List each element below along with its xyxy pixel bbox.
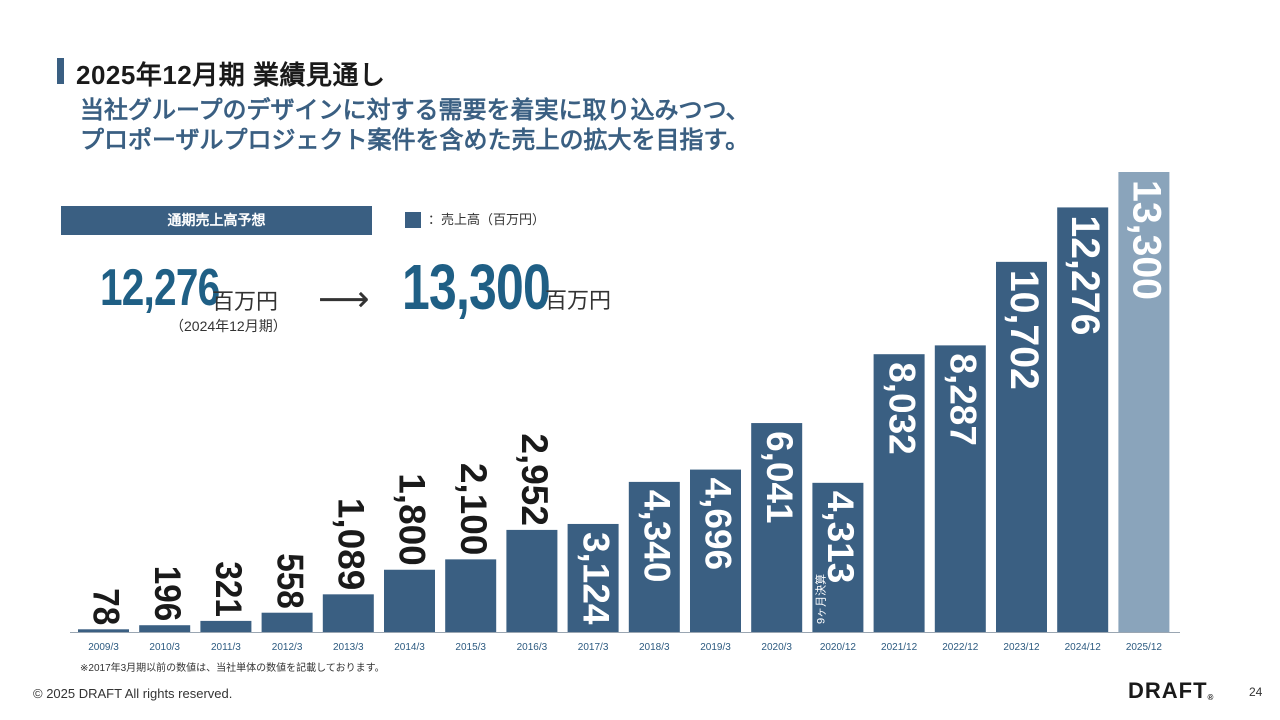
x-tick-label: 2016/3 — [517, 642, 548, 653]
x-tick-label: 2018/3 — [639, 642, 670, 653]
x-tick-label: 2022/12 — [942, 642, 979, 653]
bar-2019-3 — [690, 469, 741, 632]
bar-value-label: 321 — [208, 561, 249, 617]
bar-2022-12 — [934, 345, 986, 632]
brand-logo: DRAFT® — [1128, 680, 1214, 702]
page-title: 2025年12月期 業績見通し — [76, 60, 386, 90]
brand-name: DRAFT — [1128, 678, 1208, 703]
x-tick-label: 2025/12 — [1126, 642, 1163, 653]
x-tick-label: 2020/12 — [820, 642, 857, 653]
bar-2017-3 — [567, 523, 619, 632]
x-tick-label: 2009/3 — [88, 642, 119, 653]
bar-value-label: 8,287 — [943, 353, 984, 446]
bar-value-label: 78 — [86, 588, 127, 625]
bar-2009-3 — [78, 629, 129, 632]
copyright: © 2025 DRAFT All rights reserved. — [33, 686, 233, 701]
x-tick-label: 2019/3 — [700, 642, 731, 653]
bar-2016-3 — [506, 529, 558, 632]
x-tick-label: 2013/3 — [333, 642, 364, 653]
legend-text: ：売上高（百万円） — [428, 212, 546, 227]
x-tick-label: 2020/3 — [761, 642, 792, 653]
x-tick-label: 2017/3 — [578, 642, 609, 653]
bar-value-label: 8,032 — [881, 362, 922, 455]
title-accent-bar — [57, 58, 64, 84]
forecast-prev-note: （2024年12月期） — [170, 318, 287, 334]
bar-2014-3 — [384, 569, 435, 632]
legend-swatch — [405, 212, 421, 228]
forecast-next-value: 13,300 — [402, 251, 551, 323]
bar-value-label: 558 — [269, 553, 310, 609]
brand-registered-mark: ® — [1207, 693, 1215, 702]
page-number: 24 — [1249, 685, 1263, 699]
bar-value-label: 1,089 — [331, 498, 372, 591]
bar-2024-12 — [1057, 207, 1109, 632]
bar-value-label: 12,276 — [1063, 215, 1107, 335]
footnote: ※2017年3月期以前の数値は、当社単体の数値を記載しております。 — [80, 663, 385, 674]
x-tick-label: 2021/12 — [881, 642, 918, 653]
bar-2013-3 — [322, 594, 374, 632]
x-tick-label: 2012/3 — [272, 642, 303, 653]
bar-value-label: 2,952 — [514, 433, 555, 526]
x-tick-label: 2010/3 — [149, 642, 180, 653]
forecast-next-unit: 百万円 — [545, 288, 612, 313]
forecast-prev-value: 12,276 — [100, 259, 220, 317]
bar-value-label: 4,313 — [820, 491, 861, 584]
forecast-arrow: ⟶ — [318, 278, 370, 319]
bar-2015-3 — [445, 559, 497, 632]
subtitle-line-1: 当社グループのデザインに対する需要を着実に取り込みつつ、 — [80, 97, 750, 124]
x-tick-label: 2014/3 — [394, 642, 425, 653]
bar-2011-3 — [200, 620, 252, 632]
bar-value-label: 6,041 — [759, 431, 800, 524]
bar-2010-3 — [139, 625, 191, 632]
bar-2018-3 — [628, 481, 680, 632]
bar-2023-12 — [996, 261, 1047, 632]
bar-value-label: 4,340 — [637, 490, 678, 583]
forecast-label: 通期売上高予想 — [61, 206, 372, 235]
subtitle-line-2: プロポーザルプロジェクト案件を含めた売上の拡大を目指す。 — [80, 127, 750, 154]
x-tick-label: 2015/3 — [455, 642, 486, 653]
bar-2020-12 — [812, 482, 864, 632]
x-tick-label: 2024/12 — [1065, 642, 1102, 653]
bar-value-label: 3,124 — [575, 532, 616, 625]
bar-2025-12 — [1118, 172, 1170, 632]
forecast-prev-unit: 百万円 — [212, 289, 279, 314]
bar-value-label: 4,696 — [698, 478, 739, 570]
x-tick-label: 2023/12 — [1003, 642, 1040, 653]
bar-2012-3 — [261, 612, 313, 632]
bar-value-label: 1,800 — [392, 473, 433, 566]
bar-special-note: 9ヶ月決算 — [813, 574, 827, 624]
bar-value-label: 2,100 — [453, 463, 494, 556]
bar-value-label: 10,702 — [1002, 270, 1046, 390]
bar-2021-12 — [873, 354, 925, 632]
page-subtitle: 当社グループのデザインに対する需要を着実に取り込みつつ、 プロポーザルプロジェク… — [80, 96, 750, 156]
bar-2020-3 — [751, 423, 803, 632]
bar-value-label: 13,300 — [1124, 180, 1168, 300]
bar-value-label: 196 — [147, 566, 188, 622]
x-tick-label: 2011/3 — [211, 642, 241, 653]
